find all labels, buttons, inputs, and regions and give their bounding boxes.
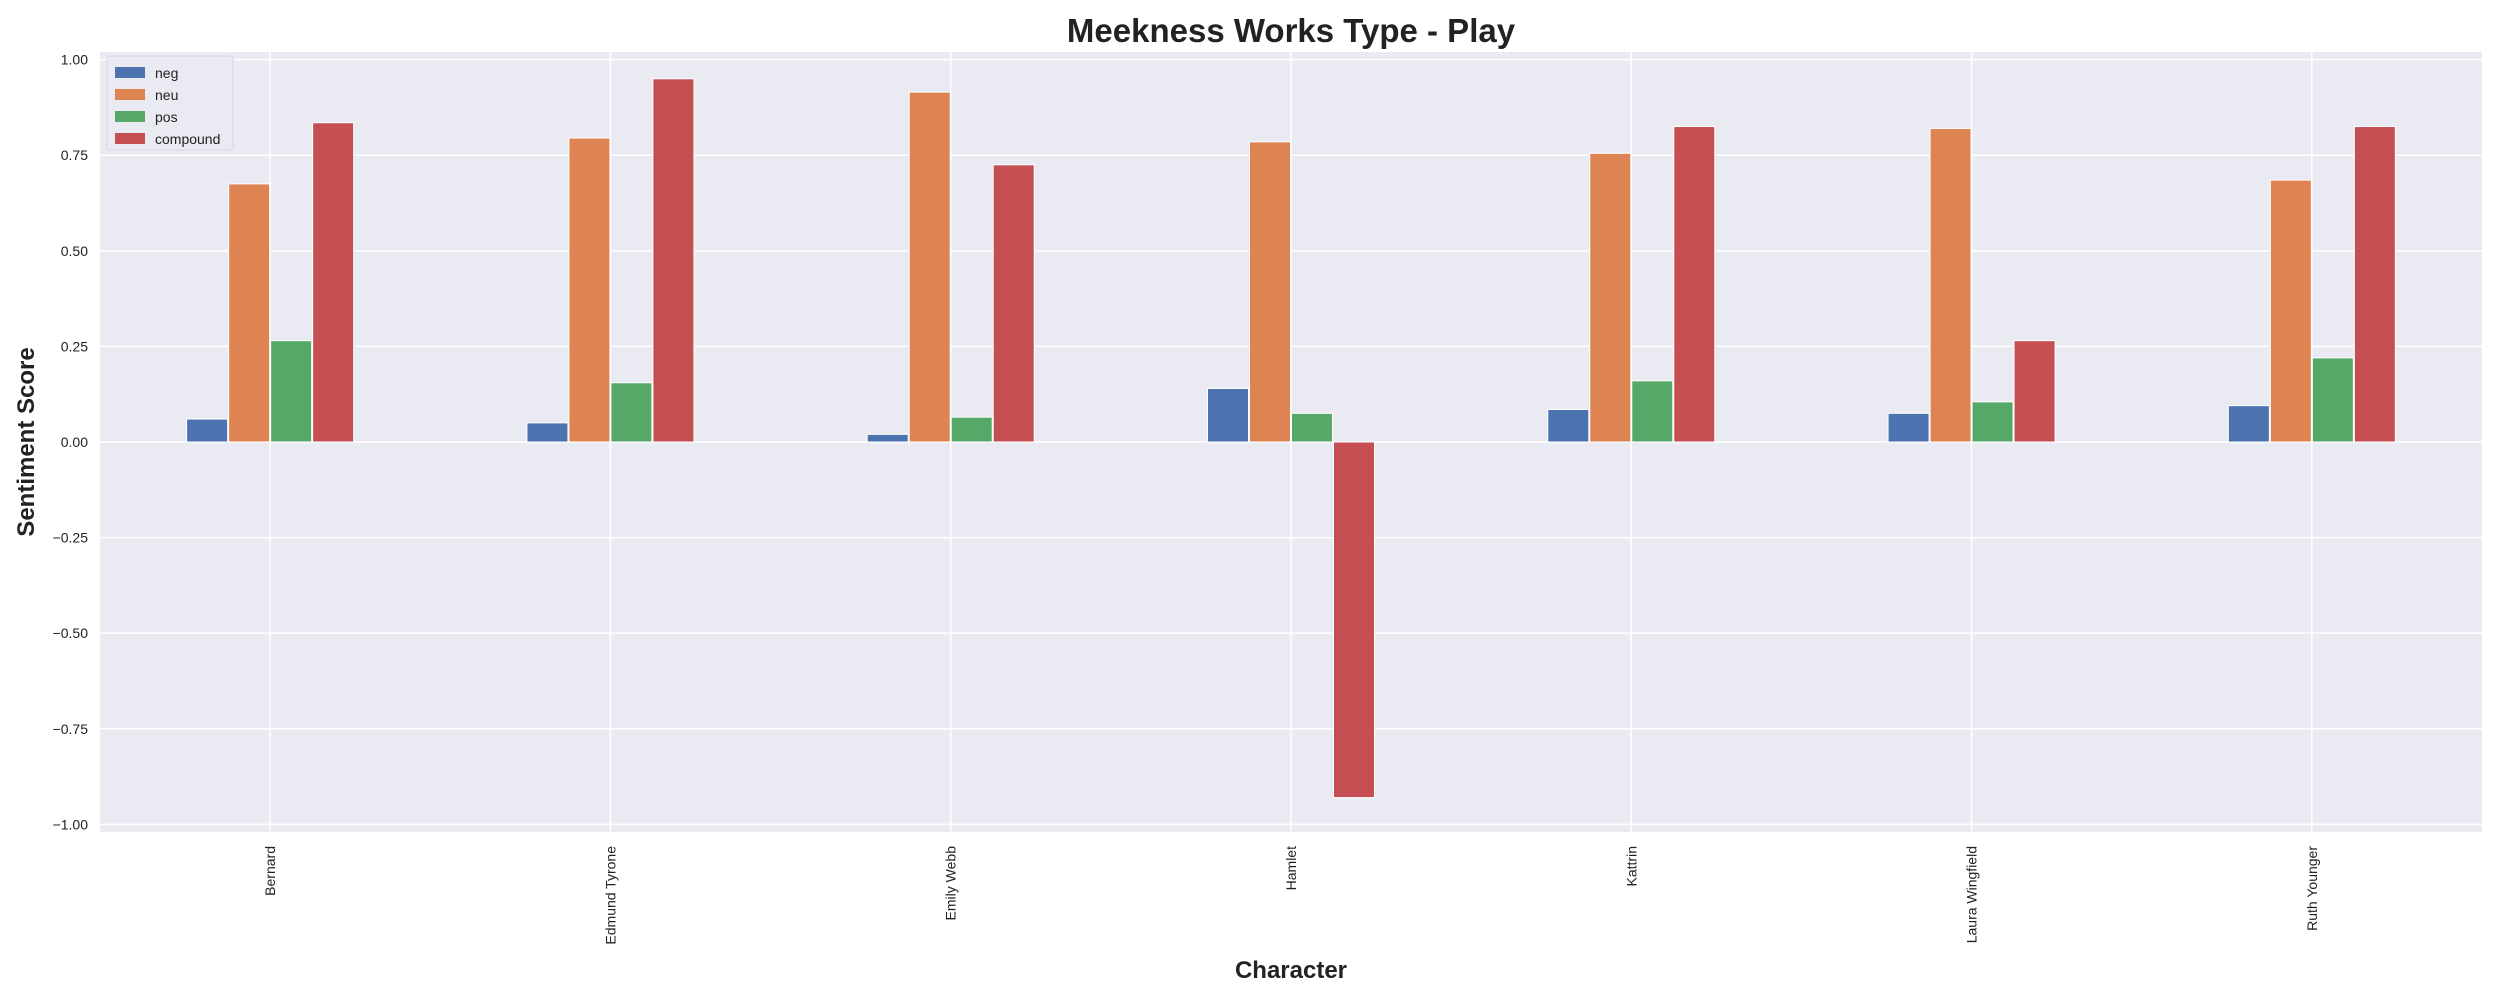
bar-compound xyxy=(652,78,695,443)
bar-pos xyxy=(1291,412,1333,443)
chart-title: Meekness Works Type - Play xyxy=(1067,12,1516,49)
legend-label-neu: neu xyxy=(155,87,178,103)
legend: neg neu pos compound xyxy=(106,55,234,151)
bar-compound xyxy=(312,122,355,443)
y-tick-label: 1.00 xyxy=(61,52,88,68)
bar-compound xyxy=(2013,340,2056,443)
y-tick-label: 0.50 xyxy=(61,243,88,259)
legend-swatch-neu xyxy=(115,89,145,100)
x-tick-label: Kattrin xyxy=(1623,846,1639,886)
legend-label-pos: pos xyxy=(155,109,178,125)
bar-neg xyxy=(2227,405,2270,443)
bar-neg xyxy=(526,422,569,443)
bar-compound xyxy=(1333,441,1375,799)
x-tick-label: Bernard xyxy=(262,846,278,896)
legend-box xyxy=(106,55,234,151)
bar-neg xyxy=(1207,387,1249,443)
y-tick-label: 0.25 xyxy=(61,338,88,354)
y-axis-label: Sentiment Score xyxy=(13,347,40,536)
legend-swatch-pos xyxy=(115,111,145,122)
bar-neu xyxy=(908,91,951,443)
bar-pos xyxy=(2311,357,2354,443)
bar-neu xyxy=(228,183,271,443)
bar-neu xyxy=(1249,141,1291,443)
bar-neg xyxy=(186,418,229,443)
legend-label-neg: neg xyxy=(155,65,178,81)
bar-pos xyxy=(1971,401,2014,443)
x-tick-label: Emily Webb xyxy=(943,846,959,921)
x-axis-label: Character xyxy=(1235,957,1347,984)
bars xyxy=(186,78,2396,799)
bar-neu xyxy=(568,137,611,443)
legend-label-compound: compound xyxy=(155,131,220,147)
x-ticks: Bernard Edmund Tyrone Emily Webb Hamlet Katt… xyxy=(262,846,2320,945)
bar-compound xyxy=(992,164,1035,443)
x-tick-label: Laura Wingfield xyxy=(1964,846,1980,943)
bar-compound xyxy=(2353,126,2396,443)
x-tick-label: Ruth Younger xyxy=(2304,846,2320,931)
x-tick-label: Edmund Tyrone xyxy=(602,846,618,945)
y-ticks: −1.00 −0.75 −0.50 −0.25 0.00 0.25 0.50 0.75 1.00 xyxy=(53,52,89,833)
bar-neg xyxy=(1547,409,1590,443)
y-tick-label: 0.00 xyxy=(61,434,88,450)
bar-pos xyxy=(950,416,993,443)
y-tick-label: 0.75 xyxy=(61,147,88,163)
bar-pos xyxy=(270,340,313,443)
bar-pos xyxy=(610,382,653,443)
y-tick-label: −0.50 xyxy=(53,625,89,641)
bar-neg xyxy=(1887,412,1930,443)
legend-swatch-compound xyxy=(115,133,145,144)
bar-neu xyxy=(1929,127,1972,443)
bar-pos xyxy=(1631,380,1674,443)
y-tick-label: −0.75 xyxy=(53,721,89,737)
bar-compound xyxy=(1673,126,1716,443)
y-tick-label: −1.00 xyxy=(53,816,89,832)
y-tick-label: −0.25 xyxy=(53,530,89,546)
x-tick-label: Hamlet xyxy=(1283,846,1299,890)
bar-neu xyxy=(1589,152,1632,443)
legend-swatch-neg xyxy=(115,67,145,78)
bar-neg xyxy=(866,433,909,443)
bar-neu xyxy=(2269,179,2312,443)
